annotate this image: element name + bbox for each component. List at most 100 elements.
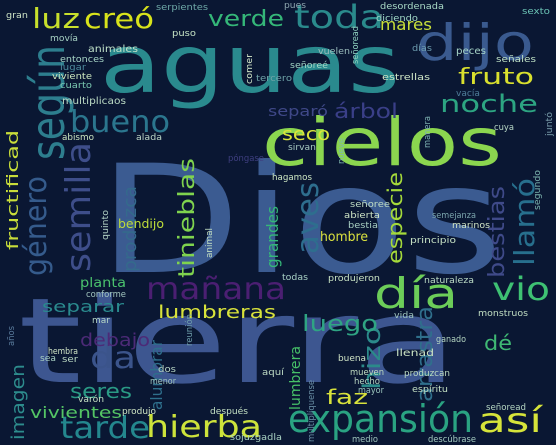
word-creo: creó — [84, 2, 154, 35]
word-debajo: debajo — [80, 330, 150, 351]
word-bendijo: bendijo — [118, 217, 164, 231]
word-junto: juntó — [544, 111, 555, 137]
word-dijo: dijo — [416, 14, 534, 72]
word-arbol: árbol — [334, 99, 398, 123]
word-cielos: cielos — [262, 104, 502, 181]
word-principio: principio — [410, 236, 457, 246]
word-manana: mañana — [146, 272, 286, 307]
word-llamo: llamó — [508, 178, 541, 266]
word-senoree-top: señoreé — [290, 60, 328, 71]
word-quinto: quinto — [101, 209, 111, 240]
word-arrastra: arrastra — [413, 306, 438, 402]
word-bestia: bestia — [348, 221, 378, 231]
word-ser: ser — [62, 355, 78, 365]
word-luz: luz — [32, 2, 80, 35]
word-produzcan: produzcan — [404, 369, 450, 379]
word-dia: día — [374, 269, 458, 318]
word-tinieblas: tinieblas — [175, 158, 200, 278]
word-abierta: abierta — [344, 211, 380, 221]
word-movia: movía — [50, 34, 78, 44]
word-animal: animal — [205, 228, 215, 258]
word-produjo: produjo — [122, 407, 156, 417]
word-aguas: aguas — [100, 18, 400, 111]
word-hembra: hembra — [48, 347, 78, 357]
word-vacia: vacía — [456, 89, 480, 99]
word-monstruos: monstruos — [478, 309, 528, 319]
word-espiritu: espíritu — [412, 385, 448, 395]
word-expansion: expansión — [288, 397, 473, 441]
word-produzca: produzca — [120, 186, 141, 272]
word-produjeron: produjeron — [328, 274, 380, 284]
word-varon: varón — [78, 394, 104, 405]
word-semilla: semilla — [59, 142, 99, 272]
word-alada: alada — [136, 133, 162, 143]
word-sea: sea — [40, 354, 56, 364]
word-alumbrar: alumbrar — [147, 340, 166, 410]
word-tercero: tercero — [256, 74, 293, 84]
word-mueven: mueven — [350, 368, 384, 378]
word-genero: género — [19, 176, 54, 276]
word-llenad: llenad — [396, 348, 434, 359]
word-faz: faz — [326, 385, 368, 409]
word-viviente: viviente — [52, 72, 93, 82]
word-tierra: tierra — [18, 272, 458, 410]
word-senoread: señoread — [486, 403, 526, 413]
word-de: dé — [484, 331, 512, 355]
word-tarde: tarde — [60, 411, 150, 445]
word-dos: dos — [158, 365, 176, 375]
word-hombre: hombre — [320, 230, 368, 245]
word-serpientes: serpientes — [156, 3, 208, 13]
word-pues: pues — [284, 1, 306, 11]
word-estrellas: estrellas — [382, 73, 430, 83]
word-especie: especie — [383, 172, 407, 264]
word-vuelen: vuelen — [318, 47, 350, 57]
word-senoree: señoree — [350, 200, 391, 210]
word-semejanza: semejanza — [432, 211, 476, 221]
word-luego: luego — [302, 312, 378, 337]
word-medio: medio — [352, 435, 378, 445]
word-mar: mar — [92, 316, 110, 326]
word-fruto: fruto — [458, 65, 534, 90]
word-buena: buena — [338, 354, 366, 364]
word-comer: comer — [245, 54, 255, 84]
word-lugar: lugar — [60, 63, 86, 73]
word-manera: manera — [423, 116, 433, 148]
word-anos: años — [7, 326, 17, 346]
word-segun: según — [21, 45, 75, 160]
word-aqui: aquí — [262, 368, 285, 378]
word-animales: animales — [88, 44, 138, 55]
word-abismo: abismo — [62, 133, 94, 143]
word-dias: días — [412, 44, 432, 54]
word-planta: planta — [80, 276, 126, 291]
word-segundo: segundo — [533, 170, 543, 210]
word-senoread-vertical: señoread — [351, 26, 361, 64]
word-ganado: ganado — [436, 335, 466, 345]
word-hizo: hizo — [358, 326, 386, 390]
word-aves: aves — [291, 182, 326, 254]
word-vivientes: vivientes — [30, 403, 122, 422]
word-lumbreras: lumbreras — [158, 302, 276, 323]
word-fructificad: fructificad — [3, 130, 22, 250]
word-hecho: hecho — [354, 377, 380, 387]
word-naturaleza: naturaleza — [424, 276, 474, 286]
word-vida: vida — [394, 311, 414, 321]
word-senales: señales — [496, 55, 536, 65]
word-mares: mares — [380, 15, 432, 34]
word-menor: menor — [150, 377, 176, 387]
word-hagamos: hagamos — [272, 173, 312, 183]
word-mueve: nueve — [337, 138, 347, 164]
word-cuya: cuya — [494, 123, 514, 133]
word-vio: vio — [492, 270, 550, 308]
word-separar: separar — [42, 297, 125, 316]
word-asi: así — [478, 401, 544, 441]
word-multiplicaos: multiplicaos — [62, 96, 126, 107]
word-seres: seres — [70, 379, 132, 403]
word-gran: gran — [6, 11, 28, 21]
word-sexto: sexto — [522, 7, 551, 17]
word-seco: seco — [282, 124, 330, 145]
word-lumbrera: lumbrera — [288, 346, 304, 410]
word-diciendo: diciendo — [376, 14, 419, 24]
word-puso: puso — [172, 29, 197, 39]
word-cuarto: cuarto — [60, 81, 93, 91]
